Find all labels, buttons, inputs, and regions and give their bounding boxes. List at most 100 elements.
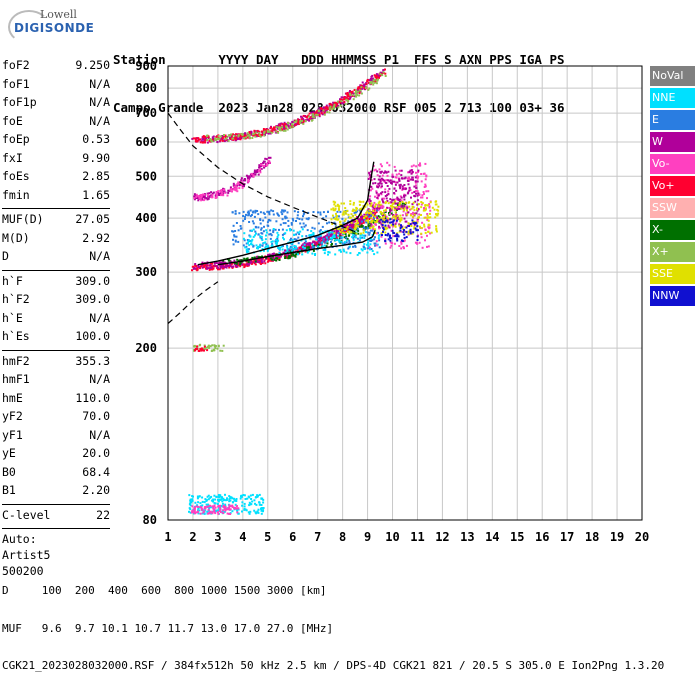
data-point: [255, 496, 257, 499]
data-point: [246, 136, 249, 139]
data-point: [386, 227, 389, 230]
data-point: [212, 265, 215, 267]
data-point: [269, 232, 272, 235]
data-point: [344, 233, 347, 236]
data-point: [394, 211, 397, 214]
data-point: [394, 223, 397, 226]
data-point: [218, 498, 221, 501]
data-point: [209, 268, 211, 270]
data-point: [349, 226, 352, 229]
data-point: [358, 220, 361, 223]
data-point: [359, 221, 362, 224]
data-point: [257, 173, 260, 176]
data-point: [270, 240, 273, 243]
param-row: foE N/A: [2, 114, 110, 133]
data-point: [335, 216, 338, 219]
param-value: 2.92: [82, 230, 110, 245]
data-point: [392, 220, 395, 223]
data-point: [224, 499, 227, 502]
data-point: [326, 233, 329, 236]
data-point: [272, 213, 275, 216]
data-point: [351, 228, 354, 231]
data-point: [215, 191, 218, 193]
data-point: [231, 190, 233, 193]
data-point: [376, 77, 379, 80]
data-point: [398, 207, 401, 210]
data-point: [264, 238, 267, 241]
data-point: [323, 240, 326, 243]
data-point: [377, 74, 380, 77]
data-point: [378, 227, 381, 230]
data-point: [249, 235, 252, 238]
legend-entry: NNW: [650, 286, 695, 306]
data-point: [303, 247, 306, 249]
data-point: [407, 180, 410, 182]
data-point: [408, 178, 411, 181]
data-point: [217, 345, 220, 348]
data-point: [278, 127, 280, 130]
data-point: [257, 247, 260, 250]
data-point: [379, 203, 382, 206]
data-point: [340, 96, 343, 99]
data-point: [233, 184, 236, 187]
data-point: [241, 133, 244, 136]
data-point: [264, 163, 267, 166]
data-point: [353, 95, 356, 98]
data-point: [317, 237, 320, 240]
data-point: [223, 507, 226, 510]
data-point: [221, 138, 224, 141]
data-point: [333, 107, 336, 110]
data-point: [424, 162, 427, 165]
data-point: [251, 137, 254, 139]
data-point: [347, 225, 350, 228]
data-point: [407, 191, 410, 194]
data-point: [342, 102, 345, 105]
data-point: [408, 205, 411, 208]
data-point: [389, 204, 392, 207]
x-tick-label: 2: [189, 530, 196, 544]
data-point: [254, 230, 257, 233]
data-point: [206, 192, 209, 195]
data-point: [289, 239, 292, 241]
data-point: [390, 244, 393, 247]
data-point: [353, 220, 356, 223]
data-point: [264, 157, 267, 160]
data-point: [346, 237, 349, 240]
data-point: [359, 200, 362, 203]
data-point: [284, 217, 287, 220]
data-point: [416, 194, 419, 197]
data-point: [368, 215, 371, 218]
data-point: [252, 172, 255, 175]
data-point: [403, 206, 406, 209]
data-point: [425, 190, 428, 193]
data-point: [203, 264, 206, 267]
data-point: [270, 126, 272, 129]
data-point: [377, 237, 380, 240]
data-point: [409, 169, 412, 172]
data-point: [308, 234, 311, 237]
data-point: [219, 507, 222, 510]
data-point: [217, 135, 220, 138]
data-point: [249, 229, 252, 232]
data-point: [345, 212, 348, 215]
data-point: [210, 499, 213, 502]
data-point: [206, 262, 209, 265]
data-point: [238, 263, 241, 266]
data-point: [403, 193, 406, 196]
data-point: [413, 220, 416, 223]
data-point: [250, 214, 253, 216]
data-point: [278, 248, 281, 251]
data-point: [415, 186, 418, 189]
data-point: [410, 165, 413, 168]
data-point: [248, 239, 251, 242]
data-point: [287, 122, 290, 125]
data-point: [234, 139, 237, 142]
data-point: [278, 228, 280, 231]
data-point: [403, 240, 406, 243]
data-point: [388, 226, 391, 229]
data-point: [410, 207, 413, 210]
data-point: [300, 244, 303, 247]
data-point: [216, 137, 219, 140]
param-value: 70.0: [82, 409, 110, 423]
y-tick-label: 900: [135, 59, 157, 73]
